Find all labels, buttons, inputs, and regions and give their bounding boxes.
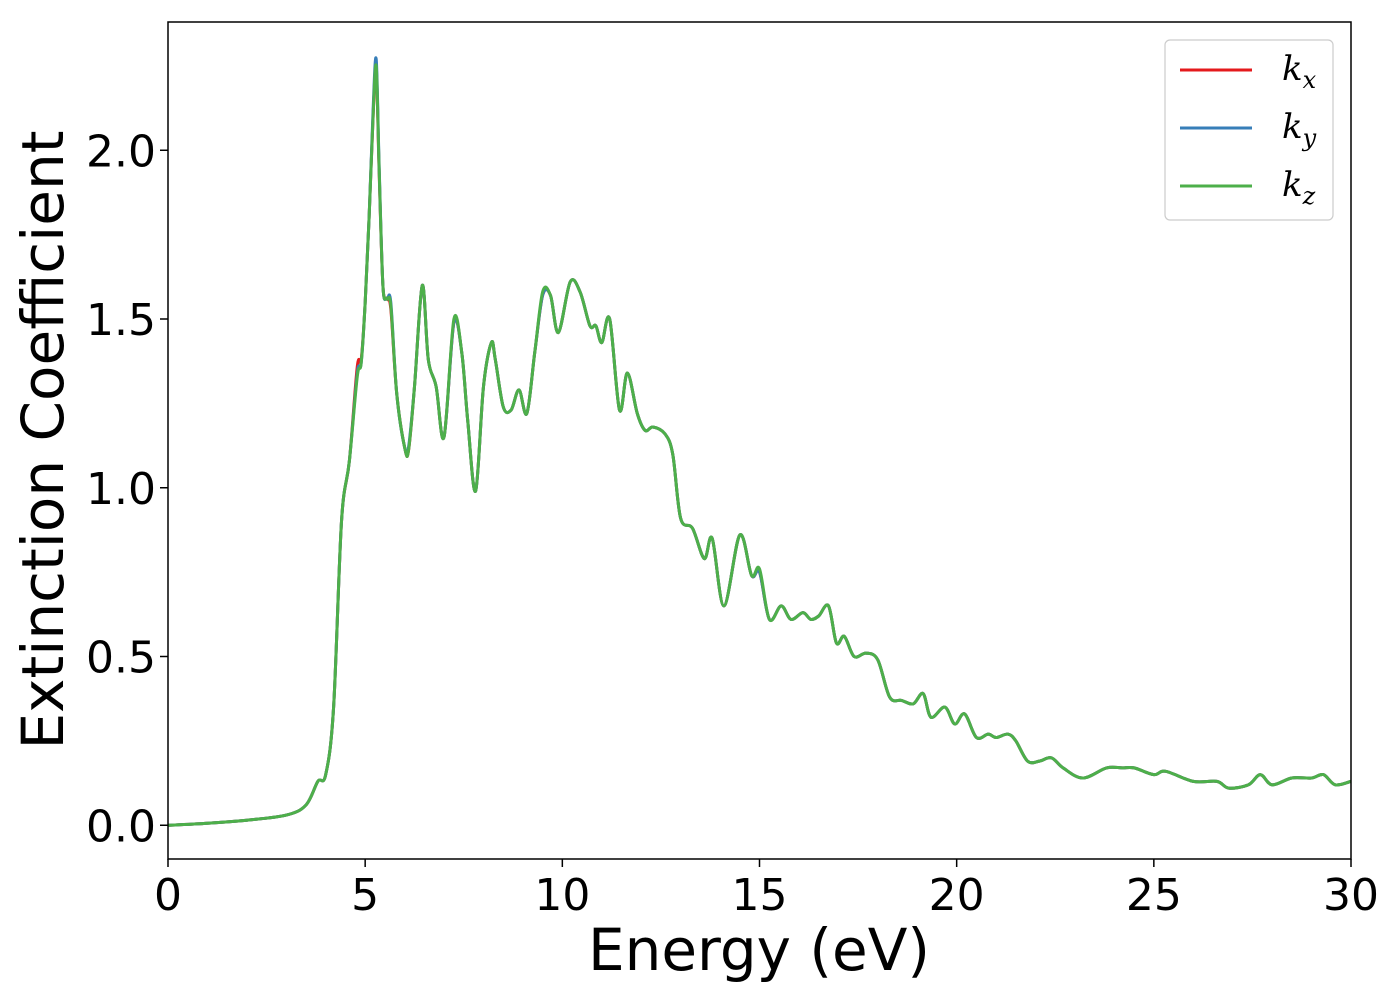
x-tick-label: 10 bbox=[534, 870, 590, 921]
series-layer bbox=[167, 56, 1352, 827]
legend: kx ky kz bbox=[1164, 39, 1334, 221]
legend-label-ky: ky bbox=[1282, 107, 1317, 152]
x-tick-label: 30 bbox=[1323, 870, 1379, 921]
y-tick-label: 1.5 bbox=[86, 295, 156, 346]
x-tick-label: 25 bbox=[1126, 870, 1182, 921]
legend-label-kx: kx bbox=[1282, 49, 1317, 94]
x-axis-ticks: 0 5 10 15 20 25 30 bbox=[154, 859, 1379, 921]
y-axis-ticks: 0.0 0.5 1.0 1.5 2.0 bbox=[86, 126, 168, 852]
x-tick-label: 15 bbox=[732, 870, 788, 921]
legend-label-kz: kz bbox=[1282, 165, 1316, 210]
y-tick-label: 2.0 bbox=[86, 126, 156, 177]
plot-background bbox=[168, 22, 1351, 859]
legend-box bbox=[1164, 39, 1334, 221]
x-tick-label: 5 bbox=[351, 870, 379, 921]
series-line-kz bbox=[167, 63, 1352, 827]
x-tick-label: 0 bbox=[154, 870, 182, 921]
y-tick-label: 0.0 bbox=[86, 801, 156, 852]
x-axis-label: Energy (eV) bbox=[588, 916, 930, 984]
x-tick-label: 20 bbox=[929, 870, 985, 921]
y-tick-label: 0.5 bbox=[86, 633, 156, 684]
y-axis-label: Extinction Coefficient bbox=[9, 131, 77, 750]
y-tick-label: 1.0 bbox=[86, 464, 156, 515]
